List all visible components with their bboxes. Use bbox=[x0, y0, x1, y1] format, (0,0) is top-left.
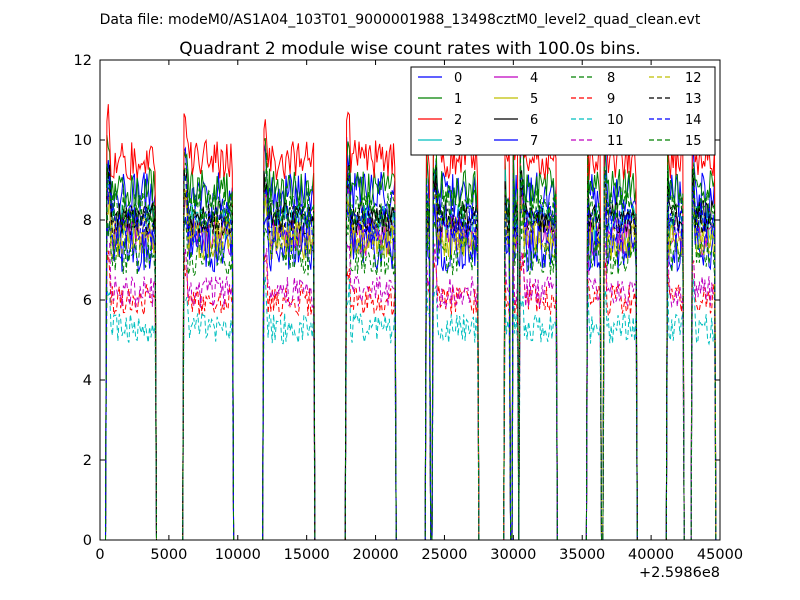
x-tick-label: 45000 bbox=[697, 547, 743, 563]
legend-label-3: 3 bbox=[454, 134, 462, 149]
series-line-1 bbox=[105, 132, 718, 540]
series-line-2 bbox=[105, 104, 718, 540]
x-tick-label: 30000 bbox=[490, 547, 536, 563]
legend-label-2: 2 bbox=[454, 113, 462, 128]
y-tick-label: 12 bbox=[74, 53, 92, 69]
legend-label-13: 13 bbox=[685, 92, 702, 107]
y-tick-label: 2 bbox=[83, 453, 92, 469]
legend-label-6: 6 bbox=[530, 113, 538, 128]
legend-frame bbox=[410, 66, 716, 156]
series-line-10 bbox=[105, 276, 718, 540]
y-tick-label: 10 bbox=[74, 133, 92, 149]
series-line-15 bbox=[105, 152, 718, 540]
x-tick-label: 0 bbox=[95, 547, 104, 563]
legend-label-0: 0 bbox=[454, 71, 462, 86]
series-layer bbox=[105, 104, 718, 540]
series-line-9 bbox=[105, 250, 718, 540]
legend-label-4: 4 bbox=[530, 71, 538, 86]
x-tick-label: 35000 bbox=[559, 547, 605, 563]
legend-label-15: 15 bbox=[685, 134, 702, 149]
series-line-4 bbox=[105, 180, 718, 540]
x-tick-label: 20000 bbox=[352, 547, 398, 563]
figure-suptitle: Data file: modeM0/AS1A04_103T01_90000019… bbox=[100, 12, 701, 28]
chart-title: Quadrant 2 module wise count rates with … bbox=[179, 39, 640, 59]
x-offset-label: +2.5986e8 bbox=[639, 565, 720, 581]
x-tick-label: 40000 bbox=[628, 547, 674, 563]
series-line-8 bbox=[105, 200, 718, 540]
legend-label-12: 12 bbox=[685, 71, 702, 86]
x-tick-label: 5000 bbox=[150, 547, 187, 563]
x-tick-label: 10000 bbox=[215, 547, 261, 563]
series-line-12 bbox=[105, 180, 718, 540]
legend-label-5: 5 bbox=[530, 92, 538, 107]
legend-label-9: 9 bbox=[607, 92, 615, 107]
y-tick-label: 0 bbox=[83, 533, 92, 549]
series-line-7 bbox=[105, 190, 718, 540]
series-line-11 bbox=[105, 240, 718, 540]
y-tick-label: 4 bbox=[83, 373, 92, 389]
y-tick-label: 6 bbox=[83, 293, 92, 309]
legend-label-1: 1 bbox=[454, 92, 462, 107]
legend-label-8: 8 bbox=[607, 71, 615, 86]
x-tick-label: 15000 bbox=[284, 547, 330, 563]
legend-label-7: 7 bbox=[530, 134, 538, 149]
legend-label-14: 14 bbox=[685, 113, 702, 128]
y-tick-label: 8 bbox=[83, 213, 92, 229]
legend-label-10: 10 bbox=[607, 113, 624, 128]
legend-label-11: 11 bbox=[607, 134, 624, 149]
x-tick-label: 25000 bbox=[421, 547, 467, 563]
x-axis: 0 5000 10000 15000 20000 25000 30000 35000 40000… bbox=[95, 60, 743, 563]
